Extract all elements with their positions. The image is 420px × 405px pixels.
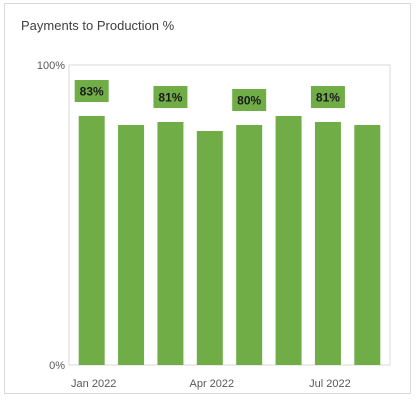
bar-apr-2022 bbox=[196, 131, 223, 365]
y-tick-label: 100% bbox=[37, 60, 65, 72]
y-tick-label: 0% bbox=[49, 360, 65, 372]
x-tick-label: Apr 2022 bbox=[189, 378, 234, 390]
data-labels-group: 83% 81% 80% 81% bbox=[74, 80, 345, 111]
bar-mar-2022 bbox=[157, 122, 184, 365]
bar-jun-2022 bbox=[275, 116, 302, 365]
x-axis-ticks: Jan 2022 Apr 2022 Jul 2022 bbox=[71, 378, 351, 390]
bars-group bbox=[78, 116, 381, 365]
data-label-box bbox=[153, 86, 188, 108]
bar-jul-2022 bbox=[314, 122, 341, 365]
data-label-box bbox=[310, 86, 345, 108]
y-axis-ticks: 100% 0% bbox=[37, 60, 65, 372]
data-label: 80% bbox=[237, 94, 261, 108]
bar-feb-2022 bbox=[118, 125, 145, 365]
x-tick-label: Jul 2022 bbox=[309, 378, 351, 390]
plot-area bbox=[68, 64, 391, 366]
chart-title: Payments to Production % bbox=[21, 18, 175, 33]
bar-jan-2022 bbox=[78, 116, 105, 365]
data-label-box bbox=[74, 80, 109, 102]
data-label: 81% bbox=[316, 91, 340, 105]
bar-may-2022 bbox=[236, 125, 263, 365]
data-label: 81% bbox=[158, 91, 182, 105]
data-label-box bbox=[232, 89, 267, 111]
x-tick-label: Jan 2022 bbox=[71, 378, 116, 390]
bar-aug-2022 bbox=[354, 125, 381, 365]
data-label: 83% bbox=[80, 85, 104, 99]
